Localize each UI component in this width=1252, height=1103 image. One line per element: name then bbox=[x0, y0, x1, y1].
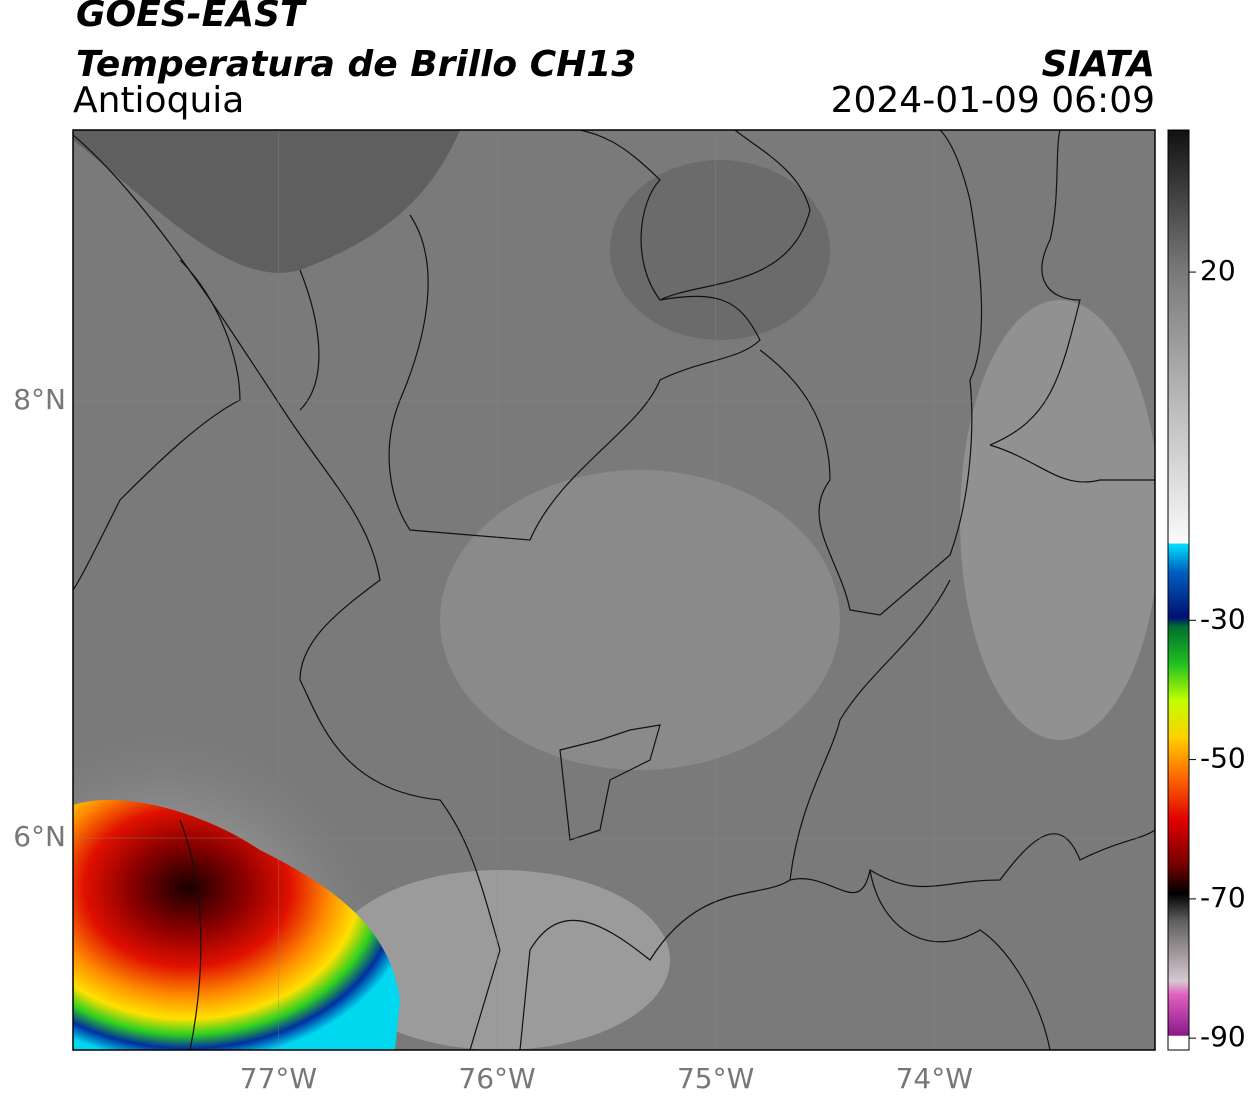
colorbar-tick-label: -90 bbox=[1200, 1020, 1246, 1053]
satellite-image bbox=[73, 130, 1155, 1050]
lon-tick-label: 76°W bbox=[458, 1062, 535, 1095]
subtitle: Temperatura de Brillo CH13 bbox=[76, 44, 636, 85]
lon-tick-label: 75°W bbox=[677, 1062, 754, 1095]
colorbar-tick-label: 20 bbox=[1200, 254, 1236, 287]
lat-tick-label: 8°N bbox=[13, 383, 66, 416]
lon-tick-label: 74°W bbox=[896, 1062, 973, 1095]
source: SIATA bbox=[1042, 44, 1155, 85]
lat-tick-label: 6°N bbox=[13, 820, 66, 853]
region: Antioquia bbox=[73, 80, 244, 121]
graticule bbox=[73, 130, 1155, 1050]
colorbar-tick-label: -50 bbox=[1200, 742, 1246, 775]
colorbar bbox=[1167, 129, 1190, 1051]
title: GOES-EAST bbox=[76, 0, 307, 35]
colorbar-tick-label: -30 bbox=[1200, 602, 1246, 635]
datetime: 2024-01-09 06:09 bbox=[831, 80, 1155, 121]
lon-tick-label: 77°W bbox=[240, 1062, 317, 1095]
map-frame bbox=[72, 129, 1156, 1051]
colorbar-tick-label: -70 bbox=[1200, 881, 1246, 914]
